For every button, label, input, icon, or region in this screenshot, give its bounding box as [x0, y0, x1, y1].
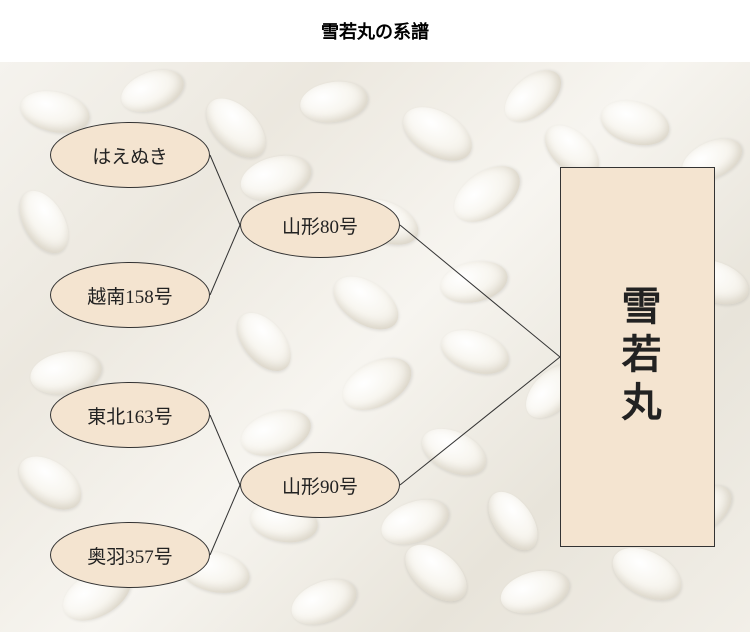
rice-grain	[9, 446, 90, 521]
lineage-diagram: はえぬき越南158号東北163号奥羽357号 山形80号山形90号 雪若丸	[0, 62, 750, 632]
edge	[210, 485, 240, 555]
lineage-node-gp2: 越南158号	[50, 262, 210, 328]
rice-grain	[395, 534, 477, 612]
rice-grain	[227, 303, 301, 381]
rice-grain	[436, 322, 515, 382]
rice-grain	[285, 571, 363, 632]
edge	[210, 155, 240, 225]
page-title: 雪若丸の系譜	[0, 0, 750, 62]
rice-grain	[479, 483, 548, 559]
rice-grain	[596, 94, 674, 153]
lineage-node-gp1: はえぬき	[50, 122, 210, 188]
rice-grain	[324, 266, 407, 340]
rice-grain	[437, 255, 512, 308]
rice-grain	[115, 62, 189, 120]
rice-grain	[334, 347, 420, 421]
edge	[210, 225, 240, 295]
rice-grain	[298, 77, 371, 126]
rice-grain	[496, 564, 574, 621]
lineage-result: 雪若丸	[560, 167, 715, 547]
lineage-node-p2: 山形90号	[240, 452, 400, 518]
lineage-node-p1: 山形80号	[240, 192, 400, 258]
rice-grain	[444, 155, 530, 233]
lineage-node-gp4: 奥羽357号	[50, 522, 210, 588]
edge	[210, 415, 240, 485]
rice-grain	[604, 537, 690, 611]
rice-grain	[394, 96, 481, 172]
lineage-node-gp3: 東北163号	[50, 382, 210, 448]
rice-grain	[415, 420, 494, 485]
rice-grain	[496, 62, 571, 132]
lineage-result-label: 雪若丸	[609, 285, 667, 429]
rice-grain	[10, 183, 79, 262]
